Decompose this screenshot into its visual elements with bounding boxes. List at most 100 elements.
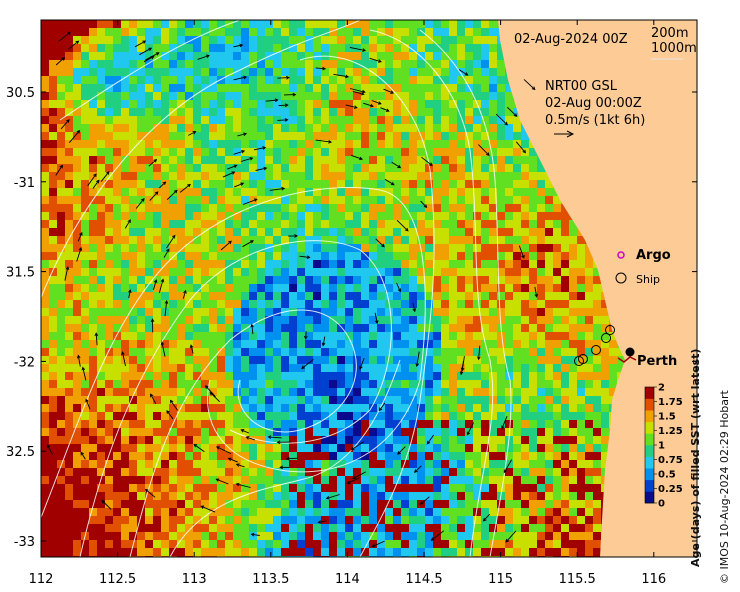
grid-cell bbox=[81, 332, 89, 340]
grid-cell bbox=[41, 28, 49, 36]
grid-cell bbox=[161, 324, 169, 332]
grid-cell bbox=[433, 164, 441, 172]
grid-cell bbox=[369, 236, 377, 244]
grid-cell bbox=[305, 332, 313, 340]
grid-cell bbox=[41, 380, 49, 388]
grid-cell bbox=[217, 20, 225, 28]
grid-cell bbox=[297, 284, 305, 292]
grid-cell bbox=[185, 340, 193, 348]
grid-cell bbox=[121, 92, 129, 100]
grid-cell bbox=[177, 420, 185, 428]
grid-cell bbox=[505, 236, 513, 244]
grid-cell bbox=[425, 228, 433, 236]
grid-cell bbox=[193, 388, 201, 396]
grid-cell bbox=[313, 324, 321, 332]
grid-cell bbox=[185, 204, 193, 212]
grid-cell bbox=[361, 108, 369, 116]
grid-cell bbox=[145, 20, 153, 28]
grid-cell bbox=[97, 484, 105, 492]
grid-cell bbox=[217, 164, 225, 172]
grid-cell bbox=[321, 212, 329, 220]
grid-cell bbox=[241, 76, 249, 84]
grid-cell bbox=[201, 68, 209, 76]
grid-cell bbox=[345, 172, 353, 180]
grid-cell bbox=[225, 220, 233, 228]
grid-cell bbox=[153, 388, 161, 396]
grid-cell bbox=[337, 108, 345, 116]
grid-cell bbox=[185, 452, 193, 460]
grid-cell bbox=[393, 76, 401, 84]
grid-cell bbox=[65, 484, 73, 492]
grid-cell bbox=[41, 412, 49, 420]
grid-cell bbox=[241, 212, 249, 220]
grid-cell bbox=[49, 236, 57, 244]
grid-cell bbox=[393, 420, 401, 428]
grid-cell bbox=[537, 324, 545, 332]
grid-cell bbox=[241, 204, 249, 212]
grid-cell bbox=[489, 164, 497, 172]
grid-cell bbox=[97, 428, 105, 436]
grid-cell bbox=[233, 484, 241, 492]
grid-cell bbox=[41, 84, 49, 92]
grid-cell bbox=[201, 228, 209, 236]
grid-cell bbox=[81, 204, 89, 212]
grid-cell bbox=[201, 100, 209, 108]
grid-cell bbox=[497, 100, 505, 108]
grid-cell bbox=[113, 444, 121, 452]
grid-cell bbox=[577, 260, 585, 268]
grid-cell bbox=[185, 396, 193, 404]
grid-cell bbox=[169, 412, 177, 420]
grid-cell bbox=[321, 36, 329, 44]
grid-cell bbox=[241, 84, 249, 92]
grid-cell bbox=[233, 164, 241, 172]
grid-cell bbox=[369, 244, 377, 252]
grid-cell bbox=[329, 420, 337, 428]
grid-cell bbox=[593, 316, 601, 324]
grid-cell bbox=[401, 252, 409, 260]
grid-cell bbox=[193, 228, 201, 236]
grid-cell bbox=[369, 36, 377, 44]
grid-cell bbox=[105, 436, 113, 444]
grid-cell bbox=[489, 372, 497, 380]
grid-cell bbox=[433, 340, 441, 348]
grid-cell bbox=[361, 228, 369, 236]
grid-cell bbox=[481, 20, 489, 28]
grid-cell bbox=[241, 44, 249, 52]
grid-cell bbox=[225, 100, 233, 108]
grid-cell bbox=[417, 92, 425, 100]
grid-cell bbox=[473, 380, 481, 388]
grid-cell bbox=[465, 204, 473, 212]
grid-cell bbox=[369, 228, 377, 236]
grid-cell bbox=[57, 76, 65, 84]
grid-cell bbox=[217, 60, 225, 68]
grid-cell bbox=[81, 124, 89, 132]
grid-cell bbox=[137, 348, 145, 356]
grid-cell bbox=[353, 316, 361, 324]
grid-cell bbox=[577, 444, 585, 452]
grid-cell bbox=[361, 180, 369, 188]
grid-cell bbox=[49, 436, 57, 444]
grid-cell bbox=[441, 108, 449, 116]
grid-cell bbox=[449, 68, 457, 76]
grid-cell bbox=[513, 228, 521, 236]
grid-cell bbox=[449, 180, 457, 188]
grid-cell bbox=[457, 108, 465, 116]
grid-cell bbox=[49, 420, 57, 428]
grid-cell bbox=[265, 372, 273, 380]
grid-cell bbox=[497, 340, 505, 348]
grid-cell bbox=[497, 436, 505, 444]
grid-cell bbox=[417, 124, 425, 132]
grid-cell bbox=[257, 140, 265, 148]
grid-cell bbox=[481, 452, 489, 460]
grid-cell bbox=[281, 412, 289, 420]
grid-cell bbox=[433, 60, 441, 68]
grid-cell bbox=[185, 356, 193, 364]
grid-cell bbox=[441, 364, 449, 372]
grid-cell bbox=[121, 244, 129, 252]
grid-cell bbox=[145, 388, 153, 396]
grid-cell bbox=[393, 236, 401, 244]
grid-cell bbox=[145, 308, 153, 316]
grid-cell bbox=[553, 220, 561, 228]
grid-cell bbox=[545, 228, 553, 236]
grid-cell bbox=[417, 292, 425, 300]
